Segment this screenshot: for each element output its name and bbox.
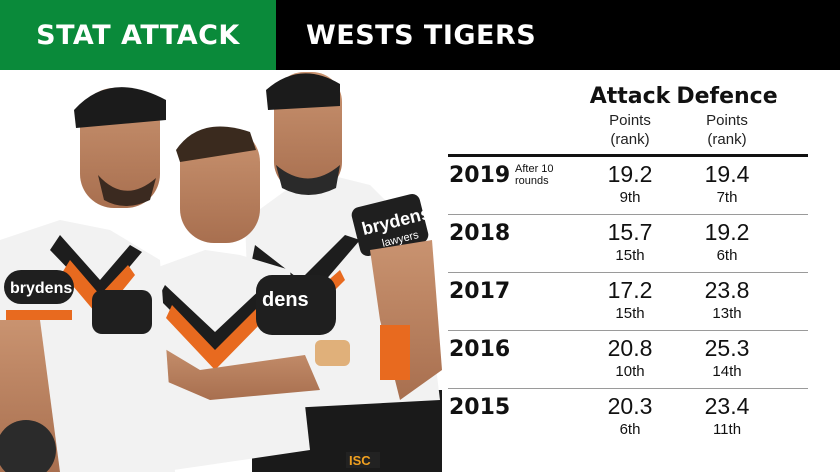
attack-header-points: Points xyxy=(609,112,651,129)
table-row: 2015 20.3 6th 23.4 11th xyxy=(448,389,808,447)
row-divider xyxy=(448,330,808,331)
table-row: 2017 17.2 15th 23.8 13th xyxy=(448,273,808,331)
defence-points: 19.2 xyxy=(704,219,750,245)
stats-table: Attack Points (rank) Defence Points (ran… xyxy=(448,70,808,472)
table-row: 2019 After 10 rounds 19.2 9th 19.4 7th xyxy=(448,157,808,215)
players-illustration: ISC dens brydens xyxy=(0,72,442,472)
defence-rank: 6th xyxy=(716,247,738,264)
shorts-logo: ISC xyxy=(349,453,371,468)
players-photo: ISC dens brydens xyxy=(0,70,445,472)
team-title: WESTS TIGERS xyxy=(306,19,537,51)
row-note: After 10 rounds xyxy=(515,163,554,187)
header-divider xyxy=(448,154,808,157)
player-middle: dens xyxy=(140,126,350,472)
defence-rank: 7th xyxy=(716,189,738,206)
defence-points: 23.4 xyxy=(704,393,750,419)
defence-header-points: Points xyxy=(706,112,748,129)
attack-rank: 15th xyxy=(615,247,645,264)
stat-attack-title: STAT ATTACK xyxy=(36,19,240,51)
attack-rank: 9th xyxy=(619,189,641,206)
header-bar: STAT ATTACK WESTS TIGERS xyxy=(0,0,840,70)
row-year: 2018 xyxy=(449,221,511,246)
row-year: 2019 xyxy=(449,163,511,188)
row-year: 2017 xyxy=(449,279,511,304)
defence-rank: 13th xyxy=(712,305,742,322)
attack-points: 19.2 xyxy=(607,161,653,187)
table-row: 2018 15.7 15th 19.2 6th xyxy=(448,215,808,273)
defence-rank: 11th xyxy=(712,421,742,438)
attack-rank: 6th xyxy=(619,421,641,438)
attack-rank: 15th xyxy=(615,305,645,322)
row-year: 2015 xyxy=(449,395,511,420)
attack-header-title: Attack xyxy=(589,84,671,109)
attack-points: 20.8 xyxy=(607,335,653,361)
attack-rank: 10th xyxy=(615,363,645,380)
team-banner: WESTS TIGERS xyxy=(276,0,840,70)
defence-rank: 14th xyxy=(712,363,742,380)
row-divider xyxy=(448,388,808,389)
stat-attack-banner: STAT ATTACK xyxy=(0,0,276,70)
attack-header-rank: (rank) xyxy=(610,131,650,148)
defence-column-header: Defence Points (rank) xyxy=(667,83,787,149)
attack-column-header: Attack Points (rank) xyxy=(570,83,690,149)
defence-header-title: Defence xyxy=(676,84,778,109)
middle-sponsor-text: dens xyxy=(262,289,309,311)
player-left: brydens xyxy=(0,87,175,472)
defence-header-rank: (rank) xyxy=(707,131,747,148)
row-year: 2016 xyxy=(449,337,511,362)
attack-points: 15.7 xyxy=(607,219,653,245)
attack-points: 17.2 xyxy=(607,277,653,303)
attack-points: 20.3 xyxy=(607,393,653,419)
row-divider xyxy=(448,214,808,215)
table-row: 2016 20.8 10th 25.3 14th xyxy=(448,331,808,389)
left-jersey-sponsor: brydens xyxy=(10,280,72,297)
row-divider xyxy=(448,272,808,273)
defence-points: 23.8 xyxy=(704,277,750,303)
defence-points: 25.3 xyxy=(704,335,750,361)
defence-points: 19.4 xyxy=(704,161,750,187)
